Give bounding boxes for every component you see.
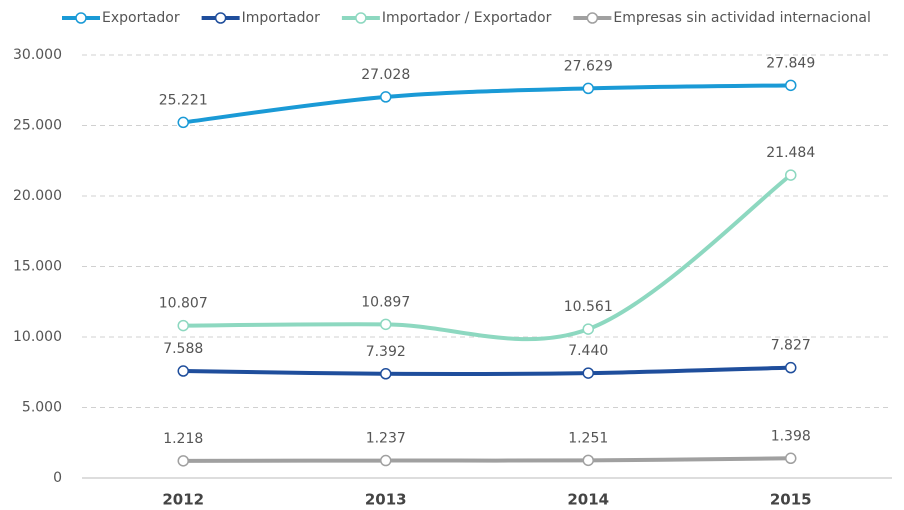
point bbox=[177, 116, 189, 129]
data-label: 27.028 bbox=[361, 67, 410, 83]
data-label: 25.221 bbox=[159, 92, 208, 108]
point bbox=[380, 91, 392, 103]
legend-label: Importador bbox=[242, 10, 320, 26]
y-tick-label: 30.000 bbox=[13, 47, 62, 63]
legend-label: Empresas sin actividad internacional bbox=[613, 10, 871, 26]
point bbox=[785, 452, 797, 465]
point bbox=[582, 323, 594, 335]
data-label: 1.398 bbox=[771, 428, 811, 444]
point bbox=[582, 367, 594, 379]
data-label: 1.218 bbox=[163, 431, 203, 447]
point bbox=[177, 319, 189, 332]
point bbox=[582, 454, 594, 467]
data-label: 7.440 bbox=[568, 343, 608, 359]
data-label: 1.237 bbox=[366, 431, 406, 447]
y-tick-label: 15.000 bbox=[13, 259, 62, 275]
series-line bbox=[183, 456, 791, 463]
x-tick-label: 2015 bbox=[770, 491, 812, 509]
point bbox=[380, 318, 392, 331]
point bbox=[785, 361, 797, 374]
legend-marker bbox=[586, 12, 599, 24]
y-tick-label: 10.000 bbox=[13, 329, 62, 345]
point bbox=[582, 82, 594, 95]
data-label: 7.392 bbox=[366, 344, 406, 360]
series-line bbox=[183, 365, 791, 376]
legend-label: Exportador bbox=[102, 10, 180, 26]
point bbox=[785, 169, 797, 181]
data-label: 10.897 bbox=[361, 294, 410, 310]
legend-marker bbox=[355, 12, 367, 24]
x-tick-label: 2013 bbox=[365, 491, 407, 509]
data-label: 1.251 bbox=[568, 430, 608, 446]
point bbox=[177, 455, 189, 467]
series-line bbox=[183, 173, 792, 342]
x-tick-label: 2014 bbox=[567, 491, 609, 509]
y-tick-label: 5.000 bbox=[22, 400, 62, 416]
point bbox=[177, 365, 189, 377]
data-label: 7.827 bbox=[771, 338, 811, 354]
point bbox=[785, 79, 797, 92]
data-label: 21.484 bbox=[766, 145, 815, 161]
y-tick-label: 20.000 bbox=[13, 188, 62, 204]
point bbox=[380, 454, 392, 467]
data-label: 10.807 bbox=[159, 296, 208, 312]
data-label: 27.629 bbox=[564, 58, 613, 74]
data-label: 27.849 bbox=[766, 55, 815, 71]
y-tick-label: 0 bbox=[53, 470, 62, 486]
legend-marker bbox=[75, 12, 87, 24]
x-tick-label: 2012 bbox=[162, 491, 204, 509]
series-line bbox=[183, 83, 791, 125]
legend-label: Importador / Exportador bbox=[382, 10, 552, 26]
data-label: 7.588 bbox=[163, 341, 203, 357]
y-tick-label: 25.000 bbox=[13, 118, 62, 134]
data-label: 10.561 bbox=[564, 299, 613, 315]
legend-marker bbox=[214, 12, 227, 24]
point bbox=[380, 368, 392, 380]
